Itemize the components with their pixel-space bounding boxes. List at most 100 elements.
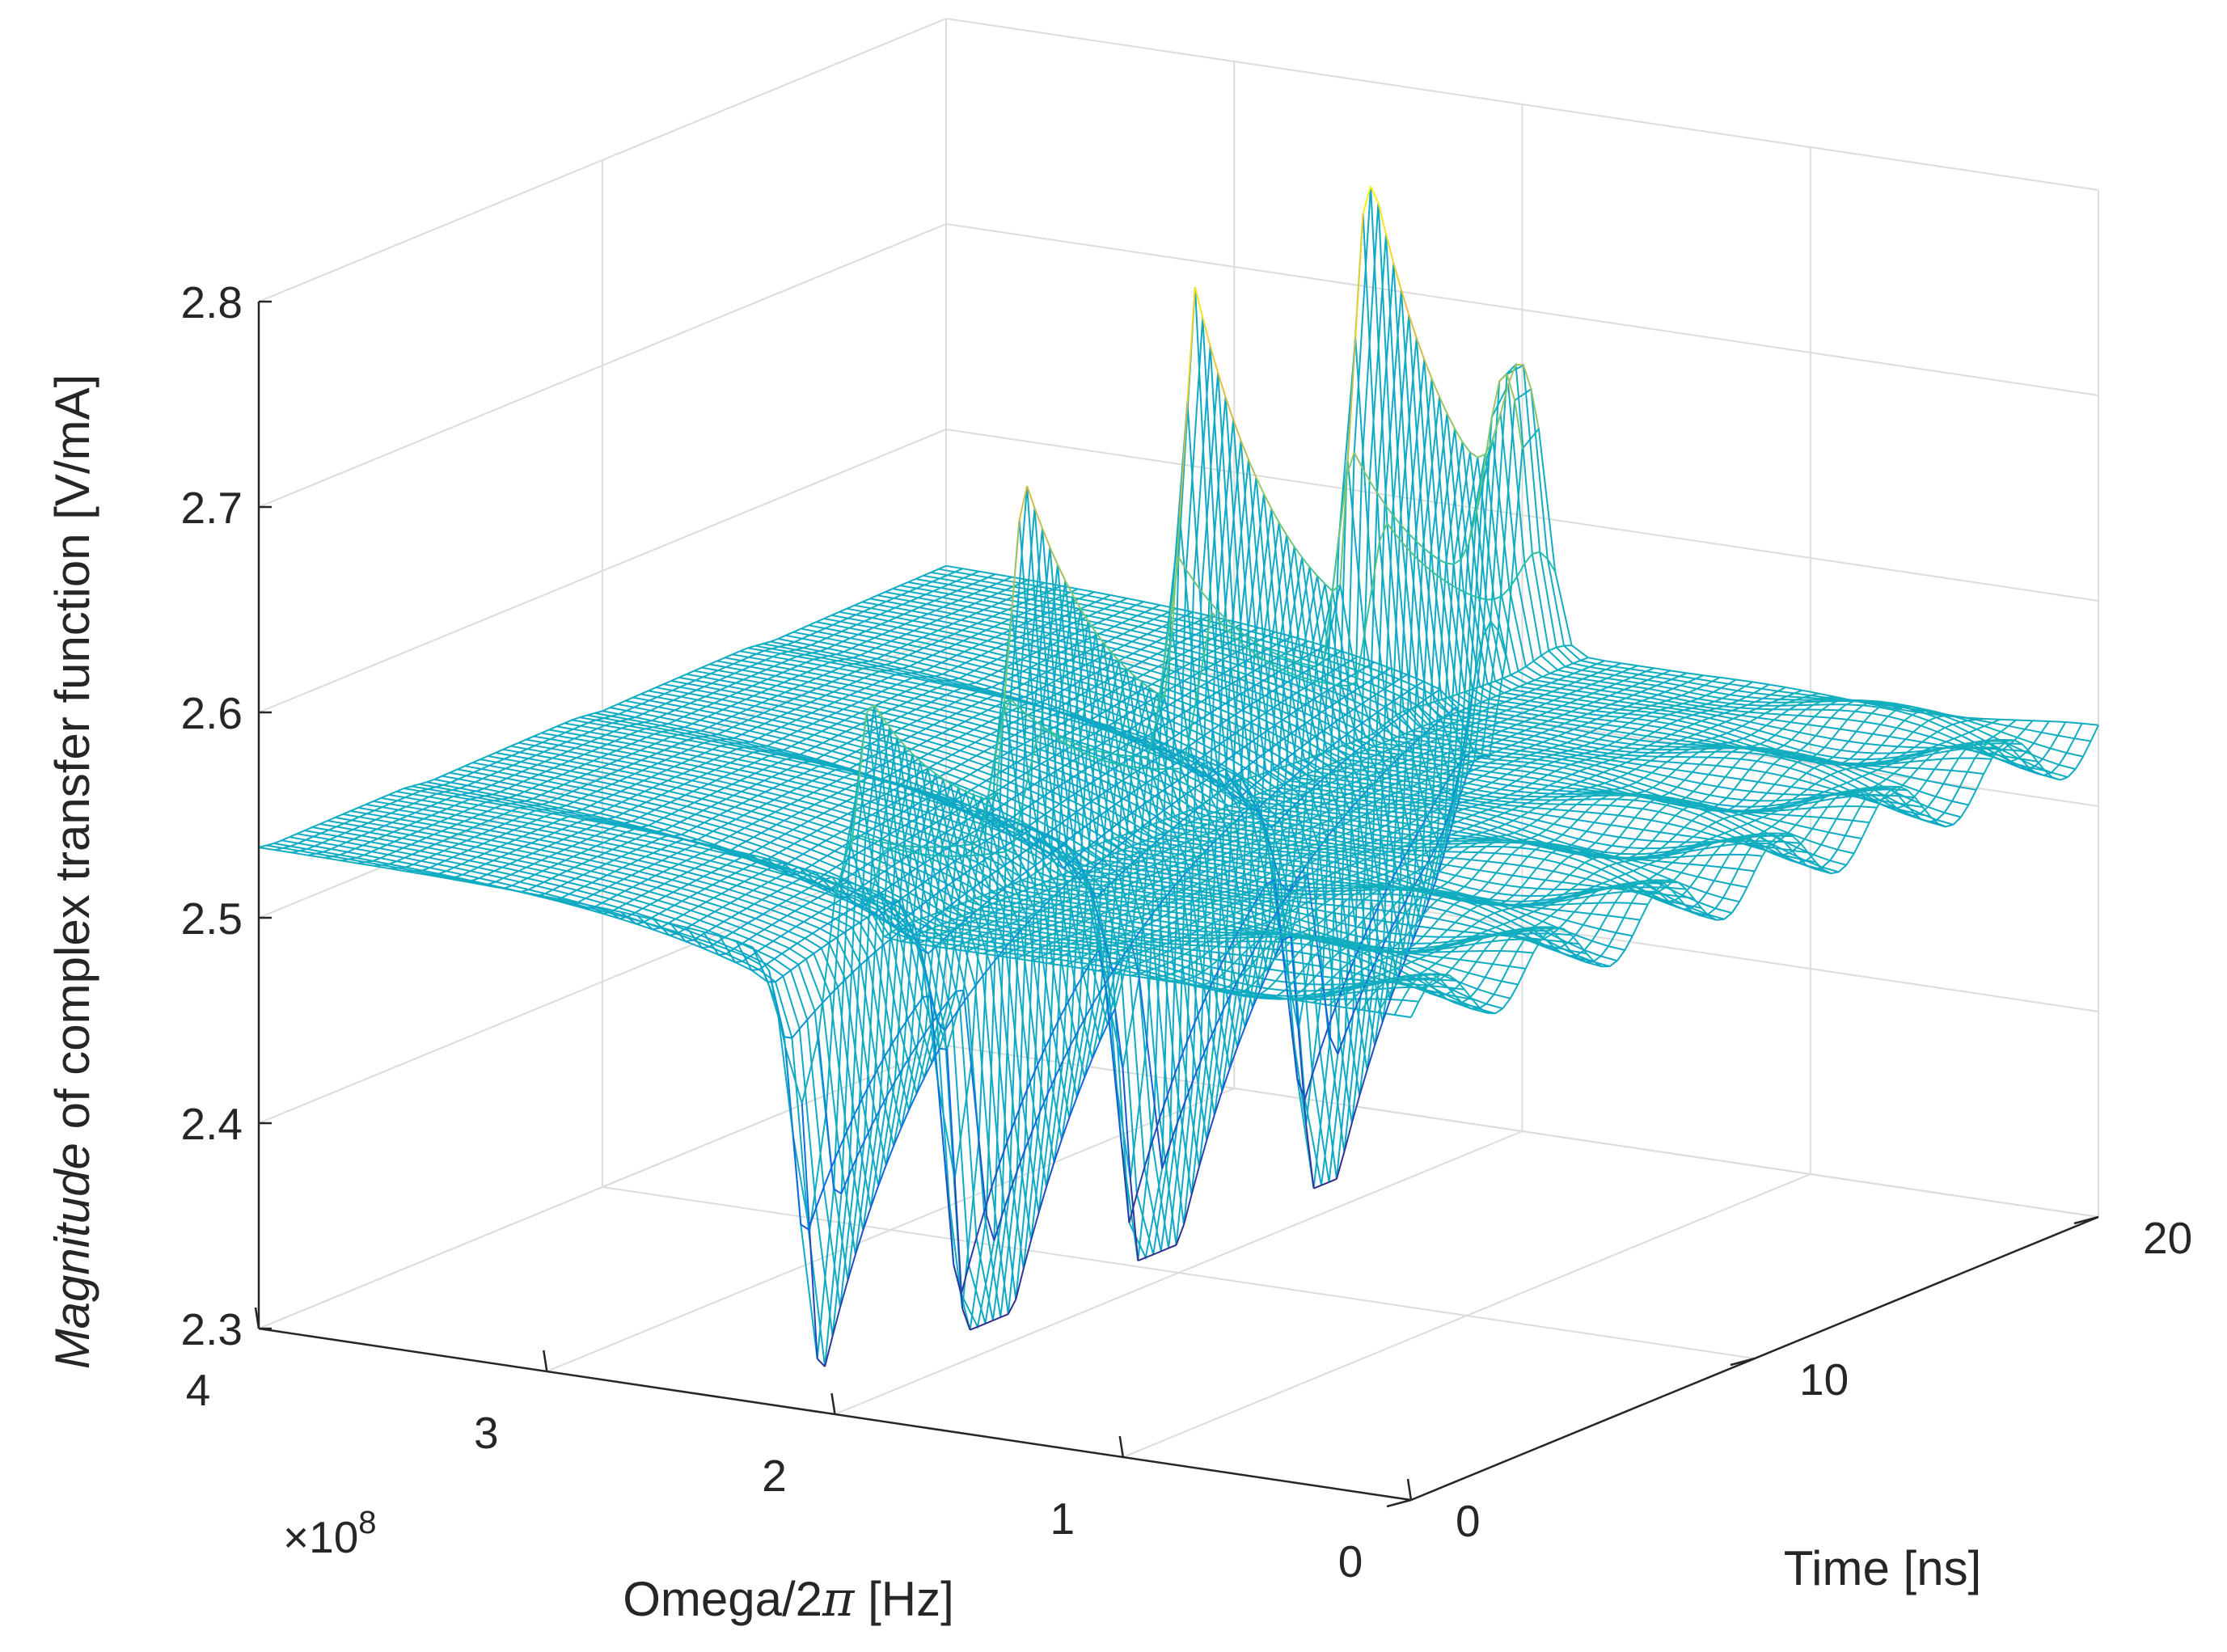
mesh-line-frequency xyxy=(751,746,760,748)
mesh-line-frequency xyxy=(624,886,633,892)
mesh-line-frequency xyxy=(915,931,924,936)
mesh-line-frequency xyxy=(640,756,649,762)
mesh-line-frequency xyxy=(737,698,746,704)
mesh-line-frequency xyxy=(363,851,373,856)
mesh-line-frequency xyxy=(812,650,821,654)
mesh-line-frequency xyxy=(539,845,549,851)
mesh-line-frequency xyxy=(1181,868,1190,873)
mesh-line-frequency xyxy=(1245,925,1254,930)
mesh-line-frequency xyxy=(987,870,997,878)
mesh-line-frequency xyxy=(879,747,889,754)
mesh-line-frequency xyxy=(1426,775,1435,781)
mesh-line-frequency xyxy=(835,768,843,771)
mesh-line-frequency xyxy=(908,785,917,792)
mesh-line-frequency xyxy=(1223,682,1232,689)
mesh-line-frequency xyxy=(1133,674,1143,683)
mesh-line-frequency xyxy=(1388,714,1397,723)
mesh-line-frequency xyxy=(1756,704,1764,710)
mesh-line-frequency xyxy=(1350,656,1359,662)
mesh-line-frequency xyxy=(856,818,865,824)
mesh-line-frequency xyxy=(1245,805,1254,809)
mesh-line-frequency xyxy=(1378,726,1388,734)
mesh-line-frequency xyxy=(1101,930,1109,935)
mesh-line-frequency xyxy=(1251,735,1261,742)
mesh-line-frequency xyxy=(1177,895,1186,901)
mesh-line-frequency xyxy=(1058,780,1067,788)
mesh-line-frequency xyxy=(1054,945,1063,951)
mesh-line-frequency xyxy=(1011,636,1020,642)
mesh-line-frequency xyxy=(1124,864,1133,868)
mesh-line-frequency xyxy=(617,699,626,705)
mesh-line-frequency xyxy=(472,758,481,764)
mesh-line-frequency xyxy=(686,856,695,862)
mesh-line-frequency xyxy=(744,823,753,829)
mesh-line-frequency xyxy=(1543,682,1552,687)
mesh-line-frequency xyxy=(420,796,430,801)
mesh-line-frequency xyxy=(924,654,933,660)
mesh-line-frequency xyxy=(1122,966,1130,971)
mesh-line-frequency xyxy=(327,817,336,822)
mesh-line-frequency xyxy=(1304,699,1314,706)
mesh-line-frequency xyxy=(466,771,475,777)
mesh-line-frequency xyxy=(1415,753,1424,758)
mesh-line-frequency xyxy=(1110,733,1119,740)
mesh-line-frequency xyxy=(1273,701,1283,708)
mesh-line-frequency xyxy=(1014,670,1024,677)
mesh-line-frequency xyxy=(1184,1080,1194,1102)
mesh-line-frequency xyxy=(1174,1052,1184,1074)
mesh-line-frequency xyxy=(808,816,817,822)
mesh-line-frequency xyxy=(1238,791,1248,799)
mesh-line-frequency xyxy=(871,670,880,676)
mesh-line-frequency xyxy=(558,805,567,809)
mesh-line-frequency xyxy=(793,891,802,898)
mesh-line-frequency xyxy=(839,742,847,748)
mesh-line-frequency xyxy=(903,844,911,847)
mesh-line-frequency xyxy=(742,955,753,971)
mesh-line-frequency xyxy=(1215,826,1224,831)
mesh-line-frequency xyxy=(990,813,999,822)
mesh-line-frequency xyxy=(1607,741,1616,746)
mesh-line-frequency xyxy=(1088,959,1098,965)
mesh-line-frequency xyxy=(1232,828,1241,834)
mesh-line-frequency xyxy=(571,901,580,906)
mesh-line-frequency xyxy=(1421,850,1430,856)
mesh-line-frequency xyxy=(780,868,790,876)
mesh-line-frequency xyxy=(1080,766,1090,773)
mesh-line-frequency xyxy=(1566,791,1575,795)
mesh-line-frequency xyxy=(1487,806,1496,811)
mesh-line-frequency xyxy=(585,825,594,830)
mesh-line-frequency xyxy=(1185,611,1194,617)
mesh-line-frequency xyxy=(996,579,1005,585)
mesh-line-frequency xyxy=(1619,772,1629,778)
mesh-line-frequency xyxy=(1321,773,1330,779)
mesh-line-frequency xyxy=(1105,768,1114,775)
mesh-line-frequency xyxy=(1316,847,1325,852)
mesh-line-frequency xyxy=(1101,751,1110,754)
mesh-line-frequency xyxy=(628,716,636,720)
mesh-line-frequency xyxy=(1023,678,1033,685)
mesh-line-frequency xyxy=(1109,846,1119,854)
mesh-line-frequency xyxy=(498,777,508,783)
mesh-line-frequency xyxy=(1193,835,1202,840)
mesh-line-frequency xyxy=(1553,696,1561,702)
mesh-line-frequency xyxy=(482,774,491,780)
mesh-line-frequency xyxy=(677,726,685,730)
mesh-line-frequency xyxy=(966,729,974,735)
mesh-line-frequency xyxy=(1178,850,1188,856)
mesh-line-frequency xyxy=(935,803,944,809)
mesh-line-frequency xyxy=(979,640,988,645)
mesh-line-frequency xyxy=(693,852,702,858)
mesh-line-frequency xyxy=(741,787,750,792)
mesh-line-frequency xyxy=(946,1049,956,1179)
mesh-line-frequency xyxy=(1340,848,1349,852)
mesh-line-frequency xyxy=(981,720,990,727)
mesh-line-frequency xyxy=(1114,969,1123,974)
mesh-line-frequency xyxy=(1374,742,1383,747)
mesh-line-frequency xyxy=(1018,485,1029,521)
mesh-line-frequency xyxy=(1259,971,1269,991)
mesh-line-frequency xyxy=(638,801,647,807)
mesh-line-frequency xyxy=(1185,893,1194,898)
mesh-line-frequency xyxy=(573,863,583,868)
mesh-line-frequency xyxy=(990,851,998,855)
mesh-line-frequency xyxy=(1030,884,1039,889)
